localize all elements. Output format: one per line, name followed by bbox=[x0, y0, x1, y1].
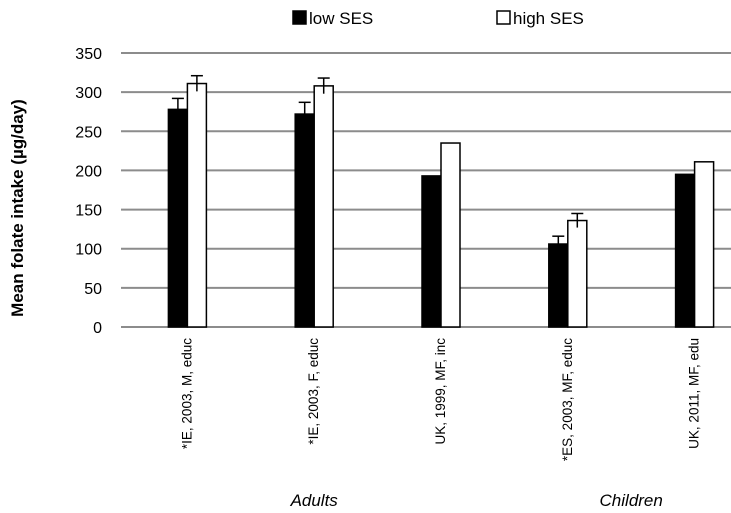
group-labels: Adults Children bbox=[290, 491, 663, 510]
category-label: UK, 1999, MF, inc bbox=[433, 338, 448, 445]
category-labels: *IE, 2003, M, educ *IE, 2003, F, educ UK, … bbox=[179, 338, 701, 461]
bar-high-ses bbox=[567, 219, 588, 328]
legend-swatch-high-ses bbox=[496, 10, 511, 25]
bar-low-ses bbox=[548, 243, 569, 328]
bar-high-ses bbox=[313, 85, 334, 328]
y-axis-ticks: 0 50 100 150 200 250 300 350 bbox=[75, 46, 102, 337]
legend-label-high-ses: high SES bbox=[513, 9, 584, 28]
y-tick-label: 100 bbox=[75, 242, 102, 259]
legend: low SES high SES bbox=[292, 9, 584, 28]
y-tick-label: 50 bbox=[84, 281, 102, 298]
group-label-adults: Adults bbox=[290, 491, 339, 510]
category-label: *ES, 2003, MF, educ bbox=[560, 338, 575, 461]
bar-low-ses bbox=[674, 173, 696, 328]
legend-label-low-ses: low SES bbox=[309, 9, 373, 28]
category-label: UK, 2011, MF, edu bbox=[687, 338, 702, 449]
category-label: *IE, 2003, F, educ bbox=[306, 338, 321, 445]
bar-high-ses bbox=[693, 161, 715, 328]
category-label: *IE, 2003, M, educ bbox=[179, 338, 194, 449]
bar-high-ses bbox=[186, 82, 208, 328]
error-bars bbox=[171, 74, 584, 252]
error-bar bbox=[317, 77, 330, 94]
y-tick-label: 200 bbox=[75, 163, 102, 180]
y-axis-label: Mean folate intake (µg/day) bbox=[8, 99, 27, 317]
legend-swatch-low-ses bbox=[292, 10, 307, 25]
error-bar bbox=[298, 101, 311, 126]
bar-low-ses bbox=[421, 175, 442, 328]
y-tick-label: 350 bbox=[75, 46, 102, 63]
bar-low-ses bbox=[294, 113, 315, 328]
y-tick-label: 250 bbox=[75, 124, 102, 141]
y-tick-label: 0 bbox=[93, 320, 102, 337]
error-bar bbox=[552, 235, 565, 252]
group-label-children: Children bbox=[600, 491, 663, 510]
bar-low-ses bbox=[167, 108, 189, 328]
error-bar bbox=[190, 74, 203, 92]
y-tick-label: 300 bbox=[75, 85, 102, 102]
error-bar bbox=[171, 97, 184, 121]
bars bbox=[167, 82, 715, 328]
bar-high-ses bbox=[440, 142, 461, 328]
error-bar bbox=[571, 212, 584, 228]
y-tick-label: 150 bbox=[75, 203, 102, 220]
